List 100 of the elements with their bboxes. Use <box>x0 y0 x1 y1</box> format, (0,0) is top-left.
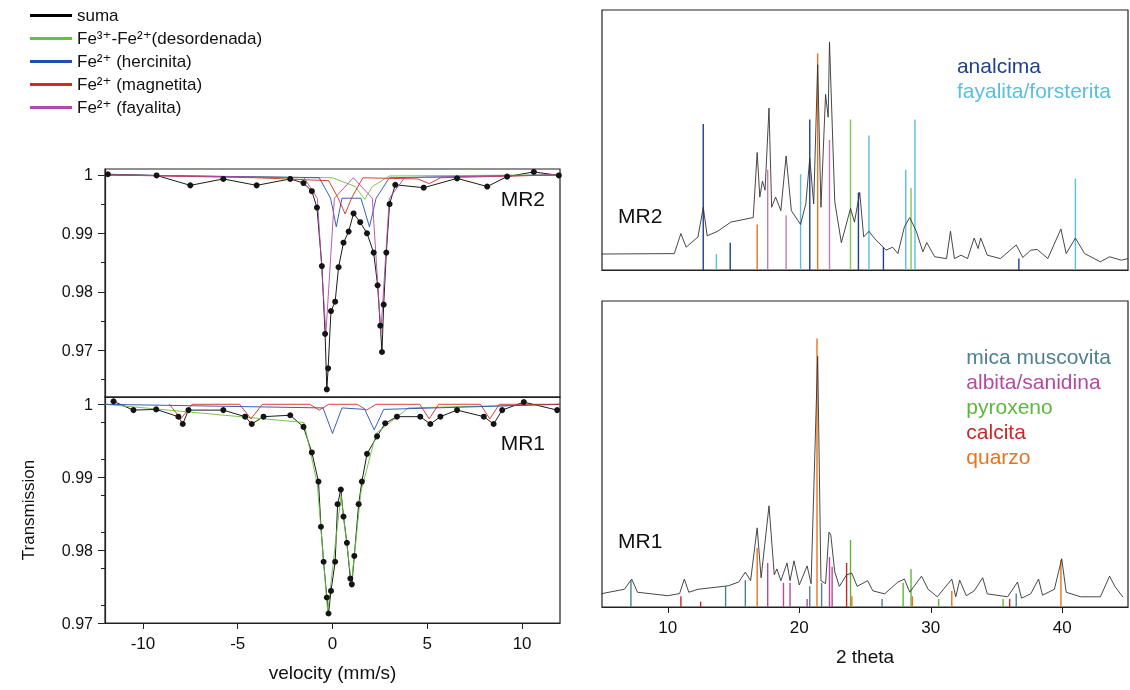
point <box>343 539 350 546</box>
y-tick-label: 0.98 <box>61 541 94 559</box>
legend-label: Fe²⁺ (fayalita) <box>77 98 182 117</box>
point <box>345 228 352 235</box>
point <box>332 558 339 565</box>
point <box>417 413 424 420</box>
point <box>504 173 511 180</box>
point <box>300 423 307 430</box>
point <box>104 171 111 178</box>
point <box>175 413 182 420</box>
annotation: MR2 <box>618 204 663 227</box>
point <box>253 182 260 189</box>
legend-label: suma <box>77 6 120 25</box>
legend-label: Fe²⁺ (magnetita) <box>77 75 203 94</box>
point <box>393 413 400 420</box>
y-tick-label: 0.98 <box>61 283 94 301</box>
y-tick-label: 0.97 <box>61 341 94 359</box>
point <box>317 523 324 530</box>
point <box>437 413 444 420</box>
text: mica muscovita <box>966 345 1112 368</box>
point <box>555 172 562 179</box>
point <box>185 407 192 414</box>
legend-label: Fe³⁺-Fe²⁺(desordenada) <box>77 29 263 48</box>
point <box>248 420 255 427</box>
point <box>490 420 497 427</box>
point <box>370 249 377 256</box>
point <box>332 298 339 305</box>
x-tick-label: 40 <box>1052 618 1072 637</box>
legend-label: Fe²⁺ (hercinita) <box>77 52 192 71</box>
y-tick-label: 0.99 <box>61 224 94 242</box>
x-axis-title: velocity (mm/s) <box>268 662 397 683</box>
point <box>392 181 399 188</box>
y-tick-label: 1 <box>84 166 94 184</box>
y-axis-title: Transmission <box>19 459 38 561</box>
point <box>130 407 137 414</box>
x-tick-label: 10 <box>512 634 532 653</box>
x-axis-title: 2 theta <box>835 646 895 667</box>
text: calcita <box>966 420 1027 443</box>
point <box>358 478 365 485</box>
text: albita/sanidina <box>966 370 1101 393</box>
x-tick-label: 0 <box>327 634 338 653</box>
point <box>454 175 461 182</box>
point <box>320 558 327 565</box>
point <box>220 407 227 414</box>
text: pyroxeno <box>966 395 1053 418</box>
point <box>454 407 461 414</box>
text: fayalita/forsterita <box>956 79 1112 102</box>
point <box>153 406 160 413</box>
point <box>323 386 330 393</box>
point <box>337 486 344 493</box>
point <box>242 413 249 420</box>
point <box>530 168 537 175</box>
text: analcima <box>956 54 1042 77</box>
point <box>377 322 384 329</box>
point <box>364 230 370 237</box>
point <box>322 330 329 337</box>
x-tick-label: -5 <box>230 634 246 653</box>
point <box>386 201 393 208</box>
point <box>315 478 322 485</box>
point <box>287 412 294 419</box>
point <box>308 449 315 456</box>
point <box>325 610 332 617</box>
point <box>313 204 320 211</box>
point <box>153 172 160 179</box>
point <box>327 587 334 594</box>
point <box>420 184 427 191</box>
point <box>383 249 390 256</box>
point <box>355 501 362 508</box>
point <box>300 180 307 187</box>
point <box>350 210 357 217</box>
annotation: MR1 <box>500 431 546 454</box>
point <box>348 581 355 588</box>
y-tick-label: 0.97 <box>61 614 94 632</box>
x-tick-label: 30 <box>921 618 941 637</box>
point <box>484 183 491 190</box>
x-tick-label: 20 <box>789 618 809 637</box>
point <box>520 399 527 406</box>
point <box>378 348 385 355</box>
point <box>554 407 561 414</box>
point <box>220 175 227 182</box>
y-tick-label: 0.99 <box>61 468 94 486</box>
point <box>308 188 315 195</box>
point <box>335 264 342 271</box>
text: quarzo <box>966 445 1031 468</box>
point <box>480 413 487 420</box>
point <box>351 552 358 559</box>
point <box>327 308 334 315</box>
point <box>382 420 389 427</box>
point <box>357 219 364 226</box>
point <box>323 594 330 601</box>
point <box>374 282 381 289</box>
y-tick-label: 1 <box>84 395 94 413</box>
point <box>380 301 387 308</box>
point <box>318 263 325 270</box>
point <box>325 365 332 372</box>
point <box>179 420 186 427</box>
annotation: MR1 <box>618 529 663 552</box>
point <box>499 407 506 414</box>
x-tick-label: 5 <box>422 634 433 653</box>
point <box>287 175 294 182</box>
